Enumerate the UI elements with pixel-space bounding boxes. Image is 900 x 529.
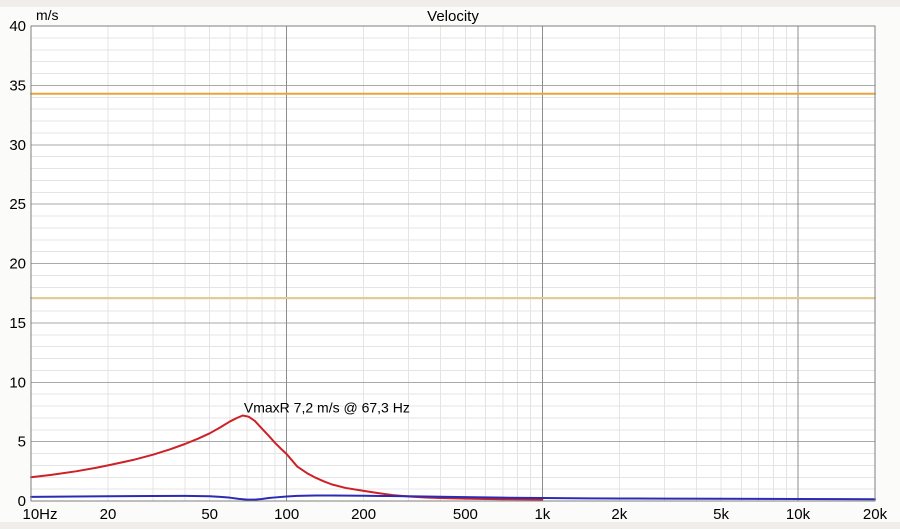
x-tick-label: 2k [611, 506, 627, 523]
x-tick-labels: 10Hz 20 50 100 200 500 1k 2k 5k 10k 20k [22, 506, 887, 523]
red-velocity-curve [30, 414, 544, 501]
y-tick-label: 30 [9, 137, 26, 154]
window-bottom-edge [0, 522, 900, 529]
x-tick-label: 100 [274, 506, 299, 523]
x-tick-label: 500 [453, 506, 478, 523]
blue-velocity-curve [30, 494, 876, 501]
x-tick-label: 20 [100, 506, 117, 523]
minor-gridlines [31, 26, 875, 501]
y-tick-labels: 0 5 10 15 20 25 30 35 40 [9, 18, 26, 510]
y-axis-unit-label: m/s [36, 7, 59, 23]
series-curves [30, 92, 876, 501]
x-tick-label: 50 [201, 506, 218, 523]
vmax-annotation: VmaxR 7,2 m/s @ 67,3 Hz [244, 400, 410, 416]
x-tick-label: 200 [351, 506, 376, 523]
window-top-edge [0, 0, 900, 7]
y-tick-label: 15 [9, 315, 26, 332]
x-tick-label: 1k [534, 506, 550, 523]
x-tick-label: 10Hz [22, 506, 57, 523]
y-tick-label: 5 [18, 434, 26, 451]
x-tick-label: 5k [713, 506, 729, 523]
x-tick-label: 20k [863, 506, 888, 523]
plot-border [30, 25, 876, 502]
chart-title: Velocity [427, 8, 479, 25]
y-tick-label: 10 [9, 374, 26, 391]
y-tick-label: 25 [9, 196, 26, 213]
major-gridlines [31, 26, 875, 501]
y-tick-label: 0 [18, 493, 26, 510]
y-tick-label: 40 [9, 18, 26, 35]
x-tick-label: 10k [786, 506, 811, 523]
y-tick-label: 35 [9, 77, 26, 94]
y-tick-label: 20 [9, 256, 26, 273]
